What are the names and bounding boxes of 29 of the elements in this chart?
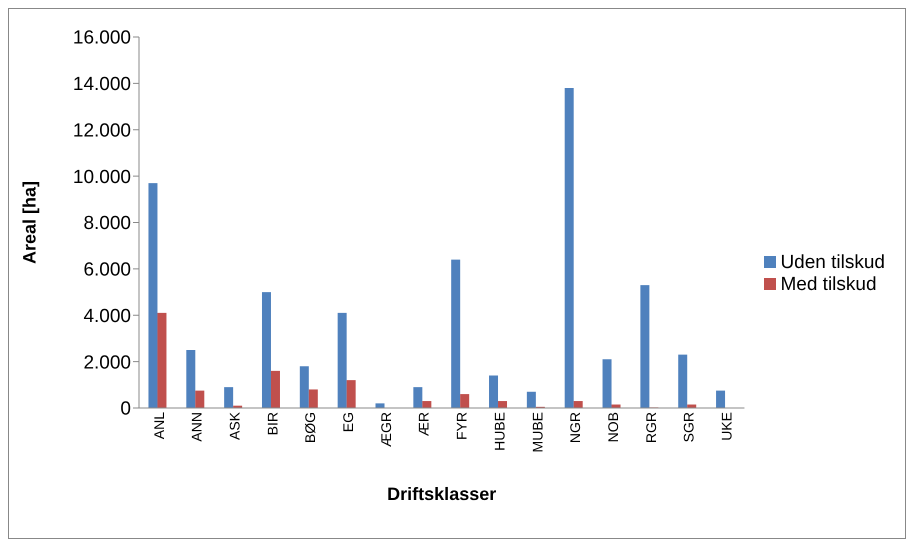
y-tick-label: 4.000 — [83, 306, 131, 327]
y-tick-label: 14.000 — [72, 74, 131, 96]
x-tick-label: FYR — [454, 412, 470, 440]
x-tick-label: BØG — [302, 412, 318, 444]
x-tick-label: ANL — [150, 412, 167, 440]
x-tick-label: ASK — [226, 411, 243, 440]
x-tick-label: SGR — [680, 412, 697, 442]
y-tick-label: 16.000 — [72, 28, 131, 49]
x-tick-label: ANN — [188, 412, 205, 442]
legend-label: Uden tilskud — [780, 252, 885, 272]
legend-label: Med tilskud — [780, 274, 877, 294]
y-axis-title: Areal [ha] — [19, 180, 40, 264]
y-tick-label: 6.000 — [83, 260, 131, 281]
x-tick-label: NOB — [604, 412, 621, 442]
y-tick-label: 10.000 — [72, 166, 131, 188]
y-tick-label: 0 — [120, 398, 131, 420]
x-tick-label: UKE — [718, 412, 734, 441]
x-tick-label: NGR — [567, 412, 584, 444]
x-tick-label: EG — [340, 412, 356, 432]
y-tick-label: 8.000 — [83, 213, 131, 234]
x-tick-label: ÆGR — [378, 412, 394, 447]
x-tick-label: BIR — [264, 412, 280, 436]
y-tick-label: 12.000 — [72, 120, 131, 142]
x-tick-label: RGR — [642, 412, 659, 444]
x-tick-label: ÆR — [416, 412, 432, 436]
x-axis-title: Driftsklasser — [387, 484, 496, 504]
x-tick-label: HUBE — [491, 412, 508, 451]
x-tick-label: MUBE — [529, 412, 546, 452]
y-tick-label: 2.000 — [83, 352, 131, 374]
